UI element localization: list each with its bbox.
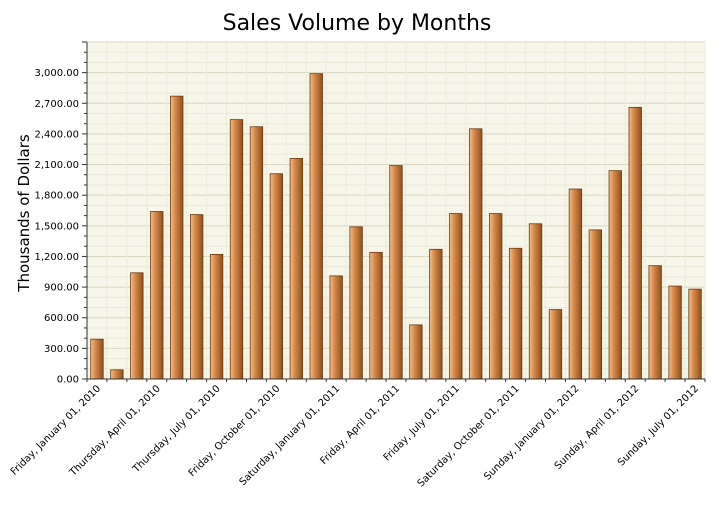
bar — [508, 247, 523, 380]
chart-title: Sales Volume by Months — [223, 11, 492, 36]
bar — [409, 324, 423, 380]
bar — [170, 95, 184, 380]
bar — [628, 106, 642, 380]
bar — [648, 265, 662, 380]
bar — [189, 214, 204, 380]
x-tick-label: Saturday, January 01, 2011 — [238, 383, 343, 488]
x-tick-label: Saturday, October 01, 2011 — [416, 383, 522, 489]
y-tick-label: 1,500.00 — [34, 221, 79, 232]
bar — [90, 338, 104, 380]
bar — [588, 229, 603, 380]
bar — [209, 254, 224, 380]
bar — [150, 211, 164, 380]
bar — [309, 73, 323, 380]
bar — [429, 248, 443, 380]
y-tick-label: 300.00 — [44, 344, 79, 355]
bar — [269, 173, 284, 380]
y-axis-label: Thousands of Dollars — [15, 134, 33, 293]
bar — [329, 275, 343, 380]
bar — [369, 251, 383, 380]
bar — [249, 126, 264, 380]
bar — [349, 226, 363, 380]
bar — [548, 309, 563, 380]
y-tick-label: 2,100.00 — [34, 160, 79, 171]
axes — [82, 41, 706, 382]
bar — [130, 272, 144, 380]
bar — [688, 288, 702, 380]
y-tick-labels: 0.00 300.00 600.00 900.00 1,200.00 1,500.00 1,… — [34, 68, 79, 385]
bar — [668, 285, 682, 380]
bar — [229, 119, 244, 380]
y-tick-label: 2,400.00 — [34, 129, 79, 140]
y-tick-label: 600.00 — [44, 313, 79, 324]
bar — [489, 213, 503, 380]
x-tick-label: Sunday, January 01, 2012 — [482, 383, 581, 482]
y-tick-label: 0.00 — [57, 375, 79, 386]
bar — [608, 170, 622, 380]
y-tick-label: 3,000.00 — [34, 68, 79, 79]
bar — [449, 213, 463, 380]
y-tick-label: 1,200.00 — [34, 252, 79, 263]
bar — [110, 369, 124, 380]
bar — [568, 188, 583, 380]
y-tick-label: 2,700.00 — [34, 99, 79, 110]
y-tick-label: 900.00 — [44, 283, 79, 294]
bar — [289, 158, 303, 380]
bars — [90, 73, 702, 380]
bar — [469, 128, 483, 380]
y-tick-label: 1,800.00 — [34, 191, 79, 202]
bar — [528, 223, 543, 380]
bar — [389, 165, 403, 380]
